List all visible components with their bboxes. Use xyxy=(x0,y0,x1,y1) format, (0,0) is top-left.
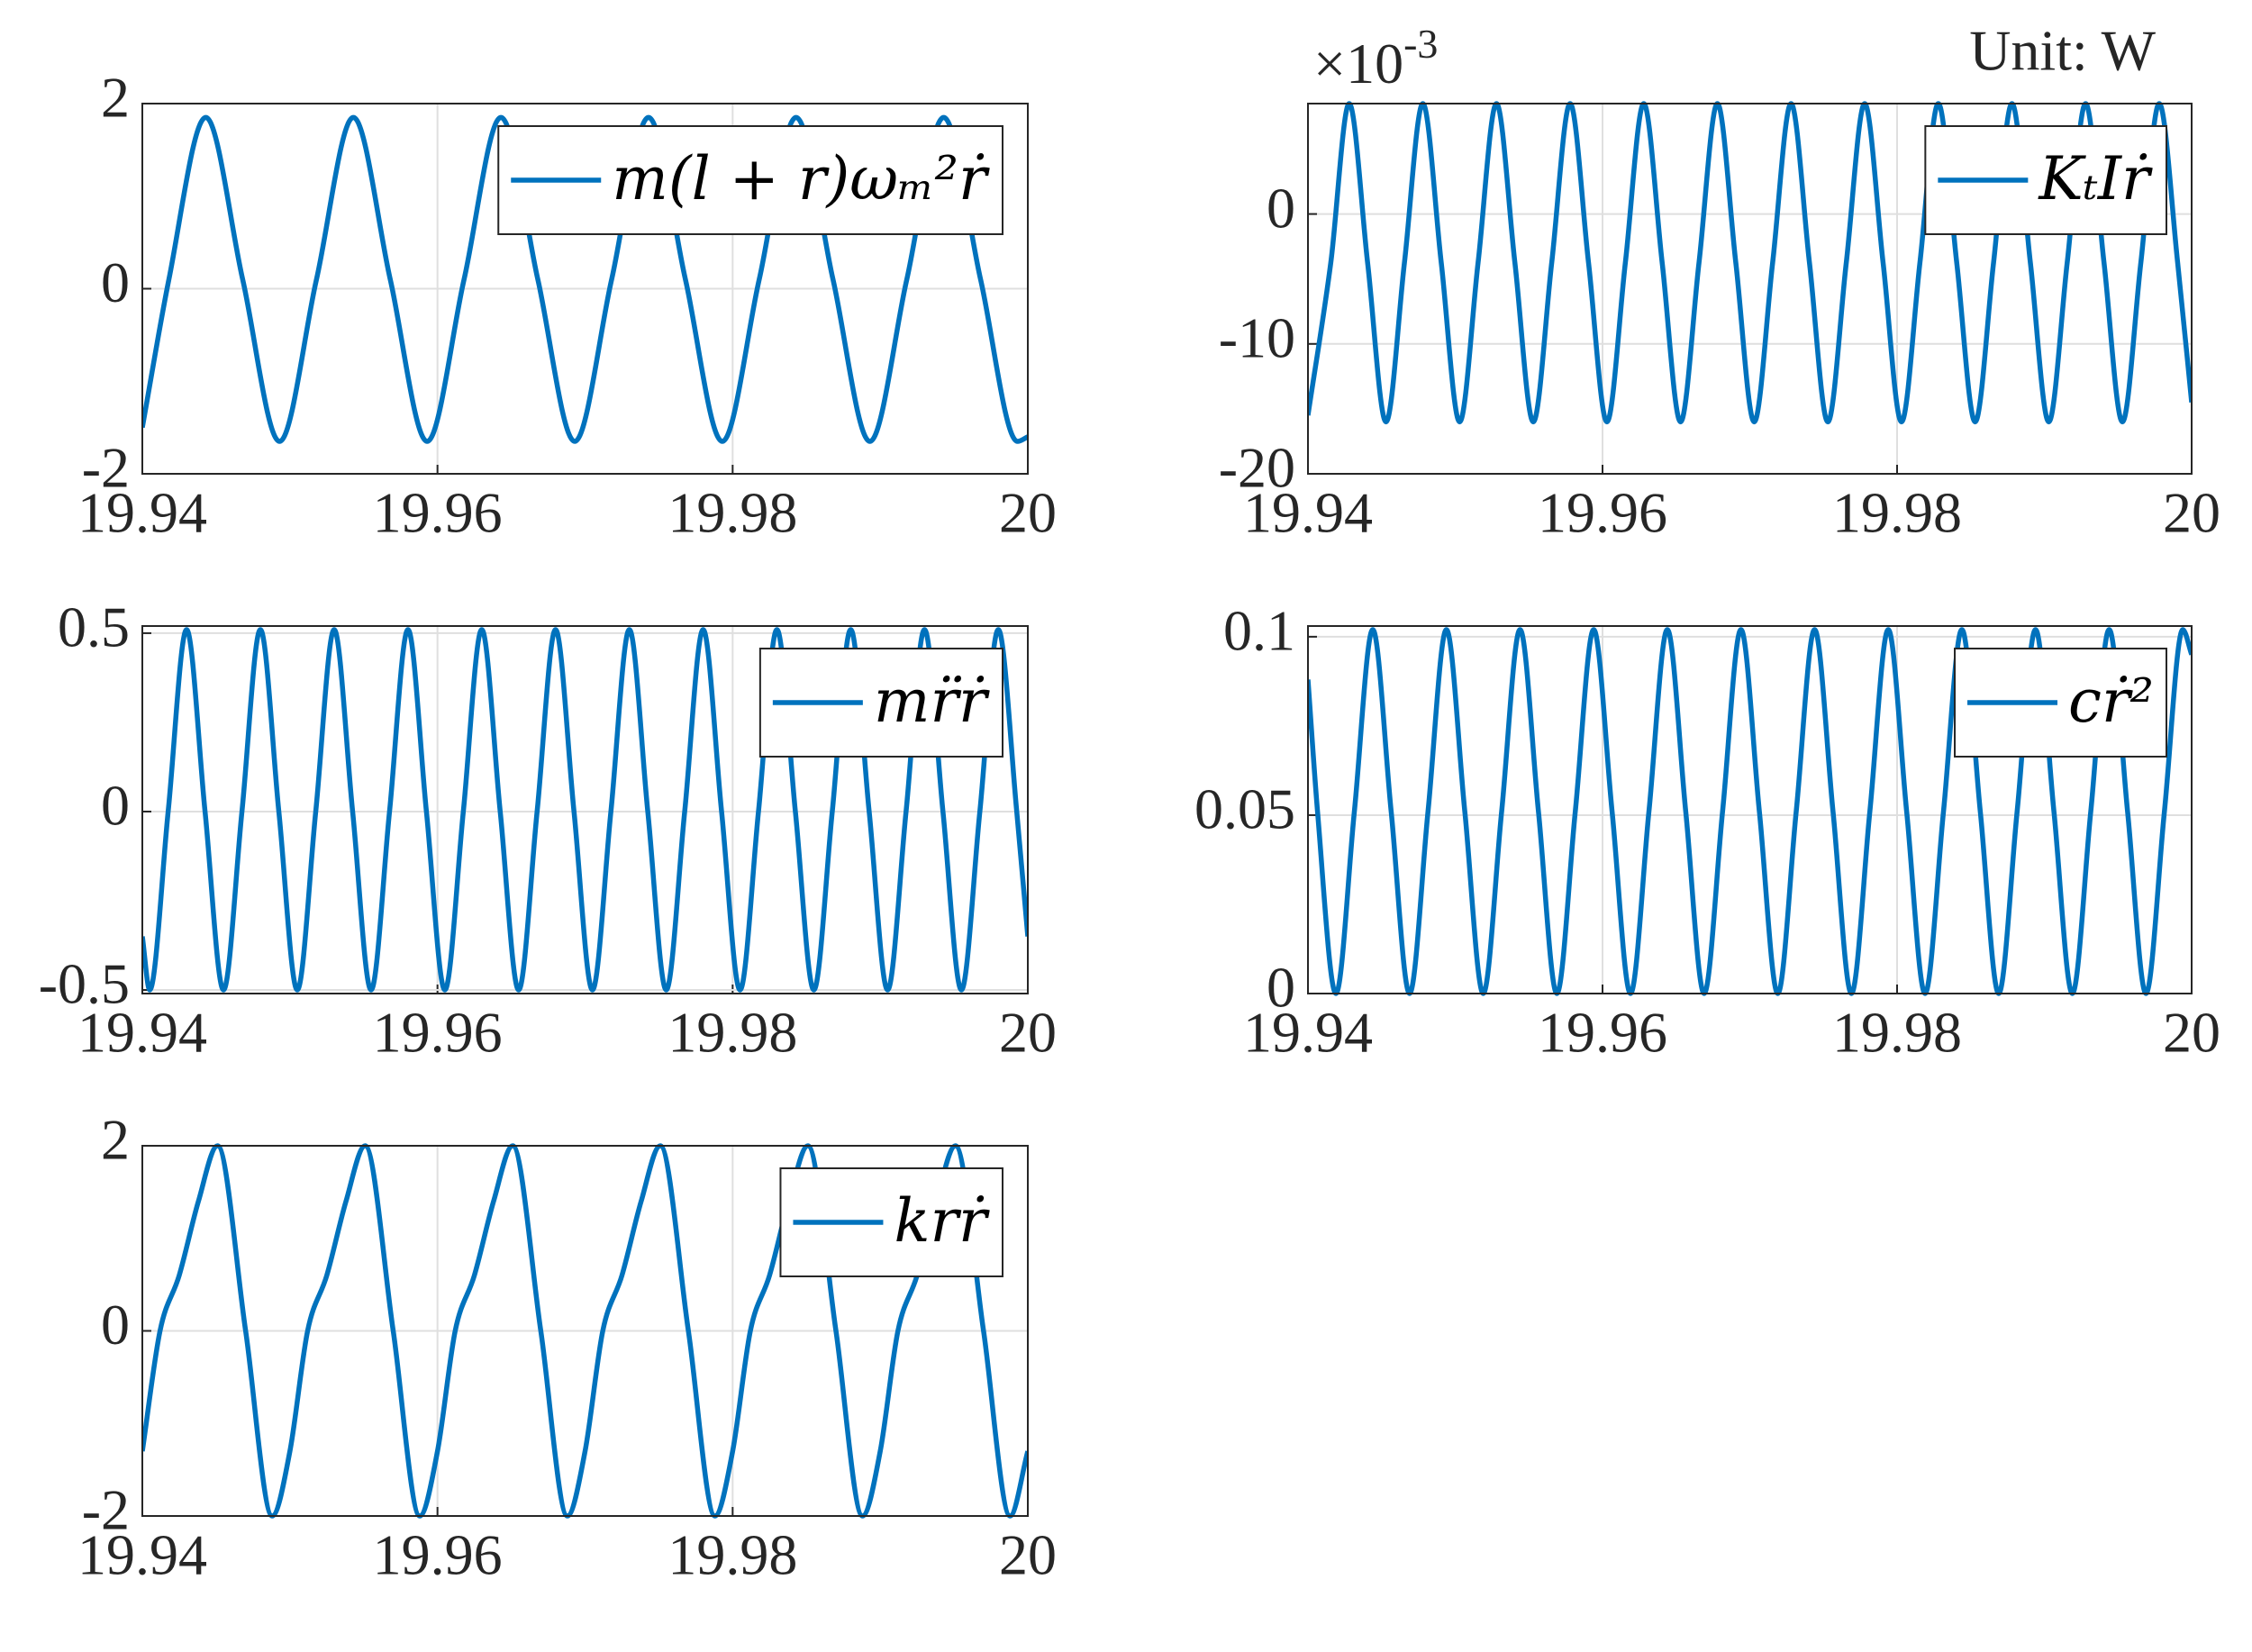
x-tick-label: 20 xyxy=(999,1001,1057,1065)
axes-box xyxy=(1307,103,2193,475)
axes-box xyxy=(141,1145,1029,1517)
legend: m(l + r)ωₘ²ṙ xyxy=(497,125,1003,235)
y-tick-label: -2 xyxy=(82,1478,130,1542)
data-line xyxy=(142,114,1028,444)
subplot: 19.94 19.96 19.98 20 -0.5 0 0.5 mr̈ṙ xyxy=(39,595,1057,1065)
y-tick-label: 0.5 xyxy=(58,595,130,659)
subplot: 19.94 19.96 19.98 20 -2 0 2 krṙ xyxy=(77,1108,1057,1587)
legend-label: krṙ xyxy=(894,1186,990,1256)
axes-box xyxy=(141,625,1029,994)
y-tick-label: 0.1 xyxy=(1223,599,1295,663)
axis-multiplier: ×10-3 xyxy=(1313,21,1438,95)
subplot: 19.94 19.96 19.98 20 -2 0 2 m(l + r)ωₘ²ṙ xyxy=(77,66,1057,545)
subplot: 19.94 19.96 19.98 20 -20 -10 0 KₜIṙ ×10-3 Unit: W xyxy=(1219,19,2220,545)
y-tick-label: 0 xyxy=(101,774,130,838)
x-tick-label: 19.96 xyxy=(373,1523,503,1587)
x-tick-label: 19.94 xyxy=(1243,481,1373,545)
x-tick-label: 19.98 xyxy=(1832,1001,1962,1065)
axes-box xyxy=(1307,625,2193,994)
x-tick-label: 19.96 xyxy=(1538,1001,1667,1065)
annotation: Unit: W xyxy=(1969,19,2156,83)
y-tick-label: 0 xyxy=(101,250,130,314)
data-line xyxy=(1308,101,2192,425)
x-tick-label: 20 xyxy=(999,481,1057,545)
x-tick-label: 19.98 xyxy=(1832,481,1962,545)
multiplier-base: ×10 xyxy=(1313,32,1403,95)
x-tick-label: 19.96 xyxy=(373,481,503,545)
y-tick-label: 0.05 xyxy=(1194,777,1295,841)
y-tick-label: -0.5 xyxy=(39,952,130,1016)
x-tick-label: 19.98 xyxy=(667,1001,797,1065)
x-tick-label: 20 xyxy=(2163,1001,2220,1065)
legend-label: cṙ² xyxy=(2068,667,2154,736)
data-line xyxy=(142,1143,1028,1519)
y-tick-label: -20 xyxy=(1219,436,1295,500)
multiplier-exponent: -3 xyxy=(1403,21,1438,67)
x-tick-label: 19.94 xyxy=(77,1001,207,1065)
x-tick-label: 19.98 xyxy=(667,1523,797,1587)
legend: krṙ xyxy=(779,1167,1003,1277)
legend: mr̈ṙ xyxy=(758,648,1003,758)
x-tick-label: 20 xyxy=(2163,481,2220,545)
y-tick-label: 2 xyxy=(101,1108,130,1172)
y-tick-label: -2 xyxy=(82,436,130,500)
data-line xyxy=(142,627,1028,993)
subplot: 19.94 19.96 19.98 20 0 0.05 0.1 cṙ² xyxy=(1194,599,2220,1065)
x-tick-label: 19.94 xyxy=(1243,1001,1373,1065)
y-tick-label: 0 xyxy=(1267,956,1295,1020)
legend: cṙ² xyxy=(1954,648,2167,758)
x-tick-label: 20 xyxy=(999,1523,1057,1587)
y-tick-label: 2 xyxy=(101,66,130,130)
x-tick-label: 19.96 xyxy=(373,1001,503,1065)
y-tick-label: 0 xyxy=(101,1293,130,1357)
y-tick-label: 0 xyxy=(1267,176,1295,240)
legend-label: m(l + r)ωₘ²ṙ xyxy=(612,144,990,213)
axes-box xyxy=(141,103,1029,475)
x-tick-label: 19.94 xyxy=(77,481,207,545)
x-tick-label: 19.98 xyxy=(667,481,797,545)
legend-label: mr̈ṙ xyxy=(874,667,990,736)
y-tick-label: -10 xyxy=(1219,305,1295,369)
x-tick-label: 19.96 xyxy=(1538,481,1667,545)
legend-label: KₜIṙ xyxy=(2038,144,2153,213)
x-tick-label: 19.94 xyxy=(77,1523,207,1587)
legend: KₜIṙ xyxy=(1924,125,2167,235)
